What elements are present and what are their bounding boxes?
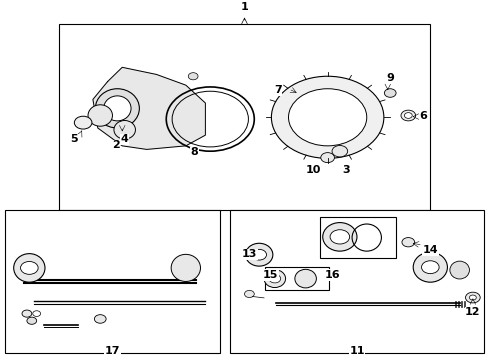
Text: 9: 9 [386,73,393,84]
Text: 5: 5 [70,134,78,144]
Text: 15: 15 [262,270,278,280]
Bar [264,267,328,291]
Circle shape [400,110,415,121]
Circle shape [244,291,254,297]
Circle shape [20,261,38,274]
Circle shape [74,116,92,129]
Text: 6: 6 [419,111,427,121]
Circle shape [331,145,347,157]
Circle shape [94,315,106,323]
Ellipse shape [14,254,45,282]
Text: 16: 16 [324,270,340,280]
Circle shape [251,249,266,260]
Circle shape [268,274,280,283]
Text: 1: 1 [240,2,248,12]
Bar [59,24,429,210]
Text: 10: 10 [305,165,320,175]
Ellipse shape [412,252,447,282]
Circle shape [329,230,349,244]
Text: 17: 17 [104,346,120,356]
Circle shape [188,73,198,80]
Text: 8: 8 [190,147,198,157]
Circle shape [288,89,366,146]
Text: 11: 11 [348,346,364,356]
Bar [229,210,483,353]
Ellipse shape [264,270,285,288]
Ellipse shape [95,89,139,128]
Circle shape [271,76,383,158]
Text: 13: 13 [241,249,257,259]
Circle shape [465,292,479,303]
Ellipse shape [88,105,112,126]
Ellipse shape [322,222,356,251]
Ellipse shape [449,261,468,279]
Text: 3: 3 [342,165,349,175]
Circle shape [468,295,475,300]
Bar [320,217,395,258]
Circle shape [401,238,414,247]
Bar [5,210,220,353]
Text: 14: 14 [422,245,437,255]
Circle shape [404,113,411,118]
Circle shape [320,153,334,163]
Text: 2: 2 [112,140,120,150]
Circle shape [22,310,32,317]
Text: 7: 7 [273,85,281,95]
Circle shape [33,311,41,316]
Ellipse shape [114,121,135,139]
Text: 12: 12 [464,307,480,317]
Circle shape [384,89,395,97]
Ellipse shape [245,243,272,266]
Ellipse shape [171,255,200,282]
Circle shape [27,317,37,324]
Text: 4: 4 [121,134,128,144]
Ellipse shape [103,96,131,121]
Circle shape [421,261,438,274]
Polygon shape [93,67,205,149]
Ellipse shape [294,269,316,288]
